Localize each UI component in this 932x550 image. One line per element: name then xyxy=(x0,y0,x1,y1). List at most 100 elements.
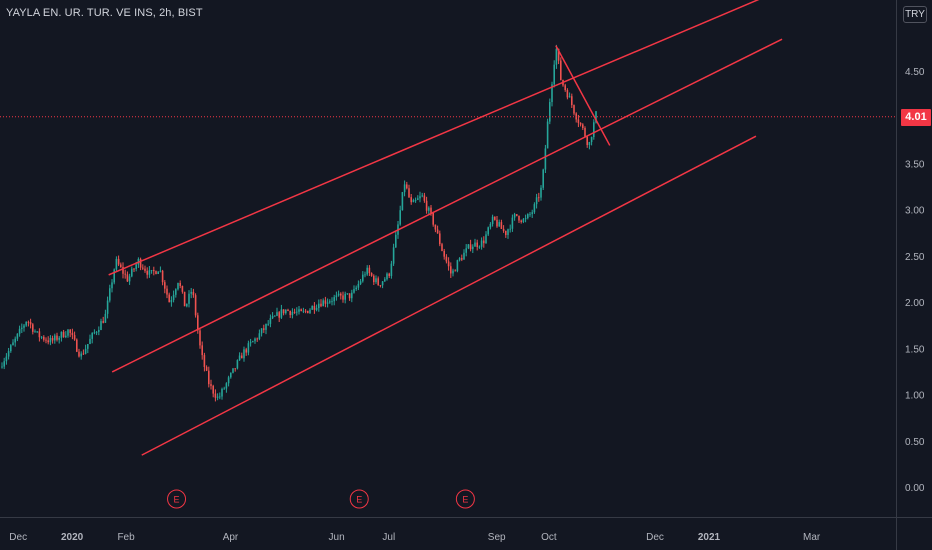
candle-body xyxy=(252,341,254,343)
candle-body xyxy=(467,244,470,249)
candle-body xyxy=(331,301,333,303)
candle-body xyxy=(225,383,228,389)
candle-body xyxy=(474,242,476,247)
x-tick-label: Sep xyxy=(488,532,506,543)
candle-body xyxy=(329,301,331,303)
candle-body xyxy=(265,323,267,330)
candle-body xyxy=(40,336,43,338)
earnings-event-label: E xyxy=(174,495,180,505)
candle-body xyxy=(296,311,298,313)
candle-body xyxy=(3,361,5,367)
candle-body xyxy=(430,207,432,213)
candle-body xyxy=(245,349,247,353)
candle-body xyxy=(403,184,406,193)
candle-body xyxy=(441,244,443,251)
candle-body xyxy=(461,258,463,260)
candle-body xyxy=(84,348,87,354)
candle-body xyxy=(359,281,362,284)
candle-body xyxy=(269,318,272,324)
candle-body xyxy=(287,309,289,311)
candle-body xyxy=(181,285,184,292)
candle-body xyxy=(566,90,569,98)
candle-body xyxy=(146,270,148,275)
candle-body xyxy=(351,292,353,299)
candle-body xyxy=(62,331,65,338)
candle-body xyxy=(247,343,250,353)
candle-body xyxy=(447,261,450,267)
candle-body xyxy=(465,248,467,253)
candle-body xyxy=(276,312,278,316)
candle-body xyxy=(529,213,531,215)
candle-body xyxy=(190,291,192,294)
candle-body xyxy=(120,264,122,267)
candle-body xyxy=(293,311,296,313)
candle-body xyxy=(221,388,223,397)
y-tick-label: 1.00 xyxy=(905,391,925,402)
candle-body xyxy=(98,329,100,332)
candle-body xyxy=(531,212,533,214)
candle-body xyxy=(395,234,397,248)
candle-body xyxy=(260,328,263,334)
candle-body xyxy=(23,325,25,328)
candle-body xyxy=(43,336,45,340)
candle-body xyxy=(313,305,316,310)
candle-body xyxy=(340,293,342,296)
candle-body xyxy=(414,199,417,201)
candle-body xyxy=(194,295,197,316)
candle-body xyxy=(16,333,19,339)
candle-body xyxy=(304,310,307,312)
x-tick-label: Oct xyxy=(541,532,557,543)
candle-body xyxy=(362,274,364,282)
x-tick-label: 2020 xyxy=(61,532,84,543)
candle-body xyxy=(568,96,571,98)
candle-body xyxy=(100,321,102,330)
candle-body xyxy=(254,338,256,342)
candle-body xyxy=(12,342,14,346)
candle-body xyxy=(179,282,181,286)
candle-body xyxy=(538,197,540,199)
candle-body xyxy=(5,356,8,362)
candle-body xyxy=(76,339,78,352)
candle-body xyxy=(122,266,124,274)
candle-body xyxy=(256,338,258,340)
candle-body xyxy=(144,268,146,271)
candle-body xyxy=(126,274,129,282)
candle-body xyxy=(516,214,518,216)
candle-body xyxy=(205,366,208,371)
candle-body xyxy=(95,331,98,333)
currency-badge[interactable]: TRY xyxy=(903,6,927,23)
candle-body xyxy=(544,148,547,170)
candle-body xyxy=(353,289,355,293)
y-tick-label: 0.00 xyxy=(905,483,925,494)
candle-body xyxy=(142,267,144,269)
candle-body xyxy=(45,339,47,341)
x-tick-label: Dec xyxy=(646,532,664,543)
candle-body xyxy=(458,258,461,261)
candle-body xyxy=(21,327,23,329)
candle-body xyxy=(25,321,27,326)
candle-body xyxy=(106,300,109,314)
candle-body xyxy=(571,96,573,106)
candle-body xyxy=(346,293,349,295)
candle-body xyxy=(186,303,188,307)
candle-body xyxy=(188,293,190,304)
y-tick-label: 4.50 xyxy=(905,67,925,78)
candle-body xyxy=(291,311,294,316)
candle-body xyxy=(216,396,219,398)
candle-body xyxy=(159,270,162,272)
candle-body xyxy=(307,310,309,314)
candle-body xyxy=(456,260,459,272)
candle-body xyxy=(73,335,76,340)
candle-body xyxy=(540,187,542,198)
candle-body xyxy=(133,268,135,270)
candle-body xyxy=(520,220,522,222)
candle-body xyxy=(577,119,580,123)
candle-body xyxy=(91,333,93,339)
candle-body xyxy=(131,268,133,277)
candle-body xyxy=(223,388,225,390)
candle-body xyxy=(551,84,553,103)
candle-body xyxy=(524,218,527,220)
trendlines xyxy=(108,0,783,456)
